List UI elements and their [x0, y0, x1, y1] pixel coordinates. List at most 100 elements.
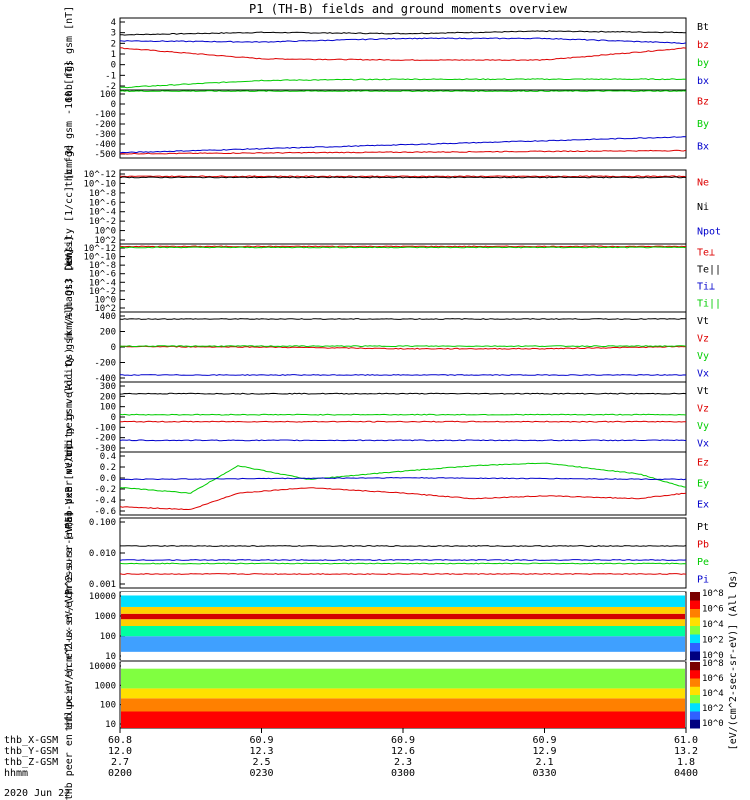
ytick-label: 10^0 — [94, 227, 116, 237]
spectrogram-band — [121, 613, 685, 620]
ytick-label: 0 — [111, 100, 116, 110]
series-line — [119, 149, 687, 155]
legend-entry: Ne — [697, 177, 709, 188]
legend-entry: bz — [697, 40, 709, 51]
panel-ylabel: thb peir velocity gsm (All Qs) [km/s] — [64, 236, 75, 459]
panel-frame — [119, 243, 687, 313]
legend-entry: Vt — [697, 316, 709, 327]
xtick-label: 0400 — [674, 768, 698, 779]
legend-entry: Bx — [697, 142, 709, 153]
xtick-label: 0200 — [108, 768, 132, 779]
xaxis-row-label: hhmm — [4, 768, 28, 779]
legend-entry: Vz — [697, 333, 709, 344]
colorbar-segment — [690, 662, 700, 671]
panel-ylabel: thb peer en eflux eV/(cm^2-s-sr-eV) — [64, 590, 75, 800]
xaxis-row-label: thb_X-GSM — [4, 735, 58, 746]
panel-3: Density [1/cc] [cm-3] 10^210^010^-210^-41… — [64, 144, 721, 270]
series-line — [119, 487, 687, 511]
legend-entry: Ey — [697, 479, 709, 490]
colorbar-segment — [690, 617, 700, 627]
panel-ylabel: E=-VxB [mV/m] — [64, 444, 75, 522]
ytick-label: 300 — [100, 382, 116, 392]
panel-10: thb peer en eflux eV/(cm^2-s-sr-eV) 10100… — [64, 590, 687, 800]
ytick-label: 100 — [100, 403, 116, 413]
series-line — [119, 345, 687, 348]
ytick-label: 10^-2 — [89, 217, 116, 227]
legend-entry: Pb — [697, 539, 709, 550]
xtick-label: 60.9 — [532, 735, 556, 746]
legend-entry: Vy — [697, 421, 709, 432]
spectrogram-band — [121, 626, 685, 637]
ytick-label: 10 — [105, 652, 116, 662]
xtick-label: 2.7 — [111, 757, 129, 768]
date-label: 2020 Jun 22 — [4, 788, 70, 799]
ytick-label: -100 — [94, 423, 116, 433]
ytick-label: 200 — [100, 328, 116, 338]
ytick-label: 100 — [100, 90, 116, 100]
panel-ylabel: thb peir en eflux eV/(cm^2-s-sr-eV) — [64, 521, 75, 732]
xtick-label: 61.0 — [674, 735, 698, 746]
series-line — [119, 573, 687, 575]
legend-entry: Pe — [697, 557, 709, 568]
legend-entry: by — [697, 58, 709, 69]
series-line — [119, 318, 686, 320]
colorbar-segment — [690, 711, 700, 721]
spectrogram-band — [121, 606, 685, 614]
ytick-label: 10^0 — [94, 295, 116, 305]
series-line — [119, 392, 687, 395]
ytick-label: 10000 — [89, 662, 116, 672]
legend-entry: Pt — [697, 522, 709, 533]
spectrogram-band — [121, 636, 685, 652]
ytick-label: 0.010 — [89, 549, 116, 559]
ytick-label: 1000 — [94, 612, 116, 622]
panel-8: Pressure [nPa] 0.001 0.010 0.100 Pt Pb Pe Pi — [64, 511, 709, 595]
xtick-label: 60.9 — [249, 735, 273, 746]
xtick-label: 2.1 — [535, 757, 553, 768]
colorbar-segment — [690, 626, 700, 635]
ytick-label: 400 — [100, 312, 116, 322]
spectrogram-band — [121, 698, 685, 712]
ytick-label: 0.100 — [89, 518, 116, 528]
ytick-label: 1000 — [94, 681, 116, 691]
spectrogram-band — [121, 662, 685, 669]
series-line — [119, 90, 687, 93]
series-line — [119, 462, 687, 494]
xtick-label: 2.5 — [252, 757, 270, 768]
ytick-label: 10^-12 — [83, 170, 116, 180]
panel-5: thb peir velocity gsm (All Qs) [km/s] -40… — [64, 236, 709, 459]
xtick-label: 0300 — [391, 768, 415, 779]
colorbar-tick: 10^2 — [702, 704, 724, 714]
xtick-label: 2.3 — [394, 757, 412, 768]
ytick-label: 0 — [111, 343, 116, 353]
colorbar-segment — [690, 719, 700, 729]
ytick-label: -200 — [94, 359, 116, 369]
series-line — [119, 559, 687, 561]
ytick-label: -100 — [94, 110, 116, 120]
panel-ylabel: thb fgs gsm [nT] — [64, 6, 75, 102]
legend-entry: Ni — [697, 202, 709, 213]
series-line — [120, 78, 687, 89]
xtick-label: 60.8 — [108, 735, 132, 746]
legend-entry: Npot — [697, 227, 721, 238]
panel-ylabel: thb fge gsm -160 [nT] — [64, 61, 75, 187]
panel-ylabel: thb peer velocity gsm (All Qs) [km/s] — [64, 306, 75, 529]
ytick-label: 10 — [105, 720, 116, 730]
panel-frame — [119, 169, 687, 245]
series-line — [119, 47, 687, 61]
xaxis-row-label: thb_Y-GSM — [4, 746, 58, 757]
ytick-label: 10^2 — [94, 304, 116, 314]
ytick-label: -400 — [94, 140, 116, 150]
ytick-label: 0.0 — [100, 474, 116, 484]
panel-7: E=-VxB [mV/m] -0.6-0.4-0.20.00.20.4 Ez Ey Ex — [64, 444, 709, 522]
colorbar-segment — [690, 600, 700, 610]
spectrogram-band — [121, 595, 685, 607]
ytick-label: -200 — [94, 434, 116, 444]
xaxis-row-label: thb_Z-GSM — [4, 757, 58, 768]
colorbar-segment — [690, 592, 700, 601]
legend-entry: Vx — [697, 438, 709, 449]
xtick-label: 13.2 — [674, 746, 698, 757]
panel-frame — [119, 517, 687, 589]
